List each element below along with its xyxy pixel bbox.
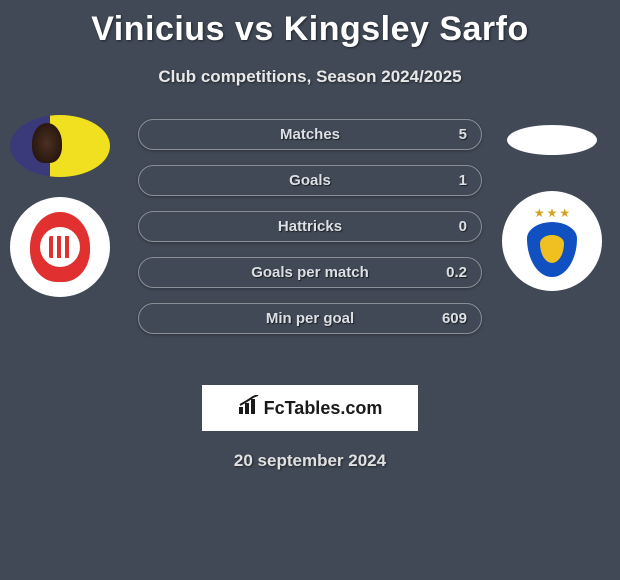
player-right-photo	[507, 125, 597, 155]
club-left-crest-icon	[30, 212, 90, 282]
stat-value: 609	[442, 310, 467, 327]
stat-value: 5	[459, 126, 467, 143]
club-right-crest-icon	[527, 222, 577, 277]
stat-label: Hattricks	[278, 218, 342, 235]
stat-value: 0.2	[446, 264, 467, 281]
player-left-column	[8, 115, 128, 297]
stat-label: Min per goal	[266, 310, 354, 327]
stat-label: Goals per match	[251, 264, 369, 281]
stat-value: 0	[459, 218, 467, 235]
comparison-panel: ★★★ Matches 5 Goals 1 Hattricks 0 Goals …	[0, 115, 620, 375]
stat-label: Goals	[289, 172, 331, 189]
player-right-column: ★★★	[492, 115, 612, 291]
brand-text: FcTables.com	[264, 398, 383, 419]
stat-value: 1	[459, 172, 467, 189]
stat-row-matches: Matches 5	[138, 119, 482, 150]
club-right-stars-icon: ★★★	[534, 206, 570, 220]
date-label: 20 september 2024	[0, 451, 620, 471]
stat-bars: Matches 5 Goals 1 Hattricks 0 Goals per …	[138, 119, 482, 349]
subtitle: Club competitions, Season 2024/2025	[0, 67, 620, 87]
stat-row-goals-per-match: Goals per match 0.2	[138, 257, 482, 288]
stat-row-hattricks: Hattricks 0	[138, 211, 482, 242]
brand-badge: FcTables.com	[202, 385, 418, 431]
stat-row-min-per-goal: Min per goal 609	[138, 303, 482, 334]
stat-label: Matches	[280, 126, 340, 143]
page-title: Vinicius vs Kingsley Sarfo	[0, 0, 620, 49]
player-left-photo	[10, 115, 110, 177]
club-left-logo	[10, 197, 110, 297]
club-right-logo: ★★★	[502, 191, 602, 291]
stat-row-goals: Goals 1	[138, 165, 482, 196]
chart-icon	[238, 395, 260, 421]
